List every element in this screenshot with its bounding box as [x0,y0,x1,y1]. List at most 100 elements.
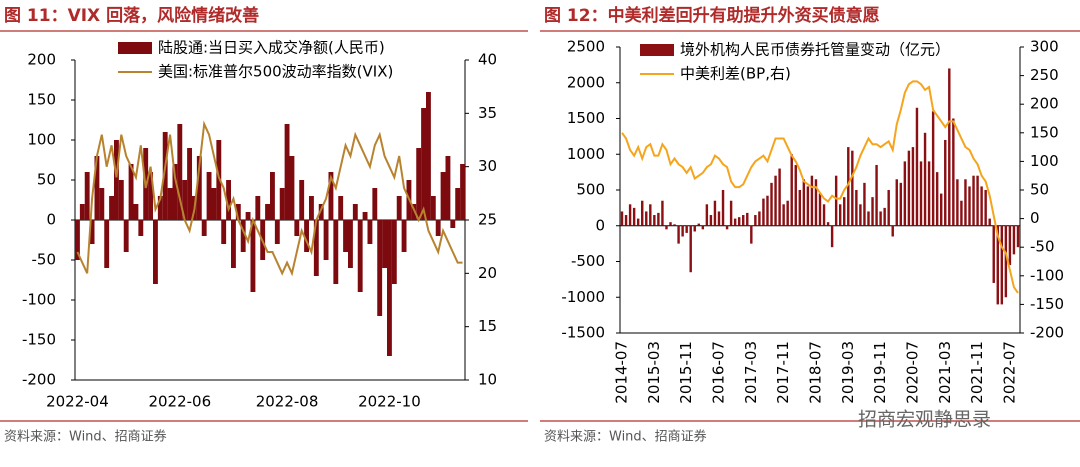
bar [887,190,890,226]
bar [697,223,700,226]
bar [677,225,680,244]
bar [323,220,329,260]
bar [245,212,251,220]
bar [338,196,344,220]
bar [855,190,858,226]
y2-tick-label: 200 [1030,95,1059,113]
bar [167,188,173,220]
bar [822,204,826,226]
bar [847,147,850,226]
y-tick-label: 2000 [567,73,605,91]
x-tick-label: 2022-06 [148,393,211,411]
y-tick-label: 50 [37,171,56,189]
bar [992,225,995,283]
y2-tick-label: -50 [1030,238,1055,256]
chart-title: 图 11：VIX 回落，风险情绪改善 [4,5,259,26]
bar [328,172,334,220]
bar [89,220,95,244]
watermark: 招商宏观静思录 [858,409,991,431]
bar [766,195,769,226]
bar [944,139,947,226]
y2-tick-label: 250 [1030,66,1059,84]
bar [362,212,368,220]
bar [782,204,785,226]
bar [705,204,709,226]
bar [294,220,300,236]
bar [891,225,894,237]
bar [377,220,383,316]
bar [148,172,153,220]
legend-swatch [640,44,674,56]
bar [1012,225,1016,255]
bar [717,211,721,226]
bar [289,156,295,220]
bar [689,225,692,273]
bar [653,215,656,226]
x-tick-label: 2019-11 [871,341,889,404]
bar [721,190,725,226]
x-tick-label: 2021-03 [936,341,954,404]
legend-swatch [118,42,152,54]
bar [988,218,991,226]
bar [182,180,188,220]
x-tick-label: 2018-07 [806,341,824,404]
bar [265,204,270,220]
bar [343,220,348,252]
bar [138,220,144,236]
bar [657,212,660,226]
bar [445,156,451,220]
y-tick-label: -500 [571,252,605,270]
x-tick-label: 2017-11 [774,341,792,404]
bar [123,220,129,252]
y2-tick-label: 150 [1030,123,1059,141]
y2-tick-label: 100 [1030,152,1059,170]
bar [357,220,363,292]
line [76,120,463,277]
line [621,80,1019,294]
bar [641,200,644,226]
bar [742,215,745,226]
bar [665,225,668,230]
bar [960,200,963,226]
x-tick-label: 2017-03 [742,341,760,404]
bar [814,179,818,226]
bar [450,220,456,228]
bar [879,211,882,226]
bar [980,186,983,226]
bar [968,186,971,226]
bar [875,164,878,226]
bar [693,225,696,232]
bar [851,150,854,226]
bar [754,215,757,226]
bar [313,220,319,276]
bar [396,196,402,220]
bar [964,179,967,226]
bar [895,179,898,226]
bar [235,204,241,220]
source: 资料来源：Wind、招商证券 [4,429,167,445]
y-tick-label: 2500 [567,38,605,56]
y2-tick-label: -200 [1030,324,1064,342]
bar [806,186,810,226]
x-tick-label: 2015-03 [645,341,663,404]
bar [649,204,652,226]
bar [104,220,110,268]
y2-tick-label: 0 [1030,209,1040,227]
x-tick-label: 2019-03 [839,341,857,404]
x-tick-label: 2021-11 [968,341,986,404]
bar [201,220,207,236]
bar [911,147,915,226]
bar [762,198,765,226]
x-tick-label: 2022-04 [46,393,109,411]
bar [786,200,789,226]
y-tick-label: -1500 [561,324,605,342]
bar [109,196,114,220]
bar [940,193,943,226]
y-tick-label: 500 [576,181,605,199]
bar [733,218,737,226]
bar [915,107,919,226]
bar [843,197,846,226]
bar [899,182,903,226]
bar [919,161,923,226]
x-tick-label: 2014-07 [613,341,631,404]
